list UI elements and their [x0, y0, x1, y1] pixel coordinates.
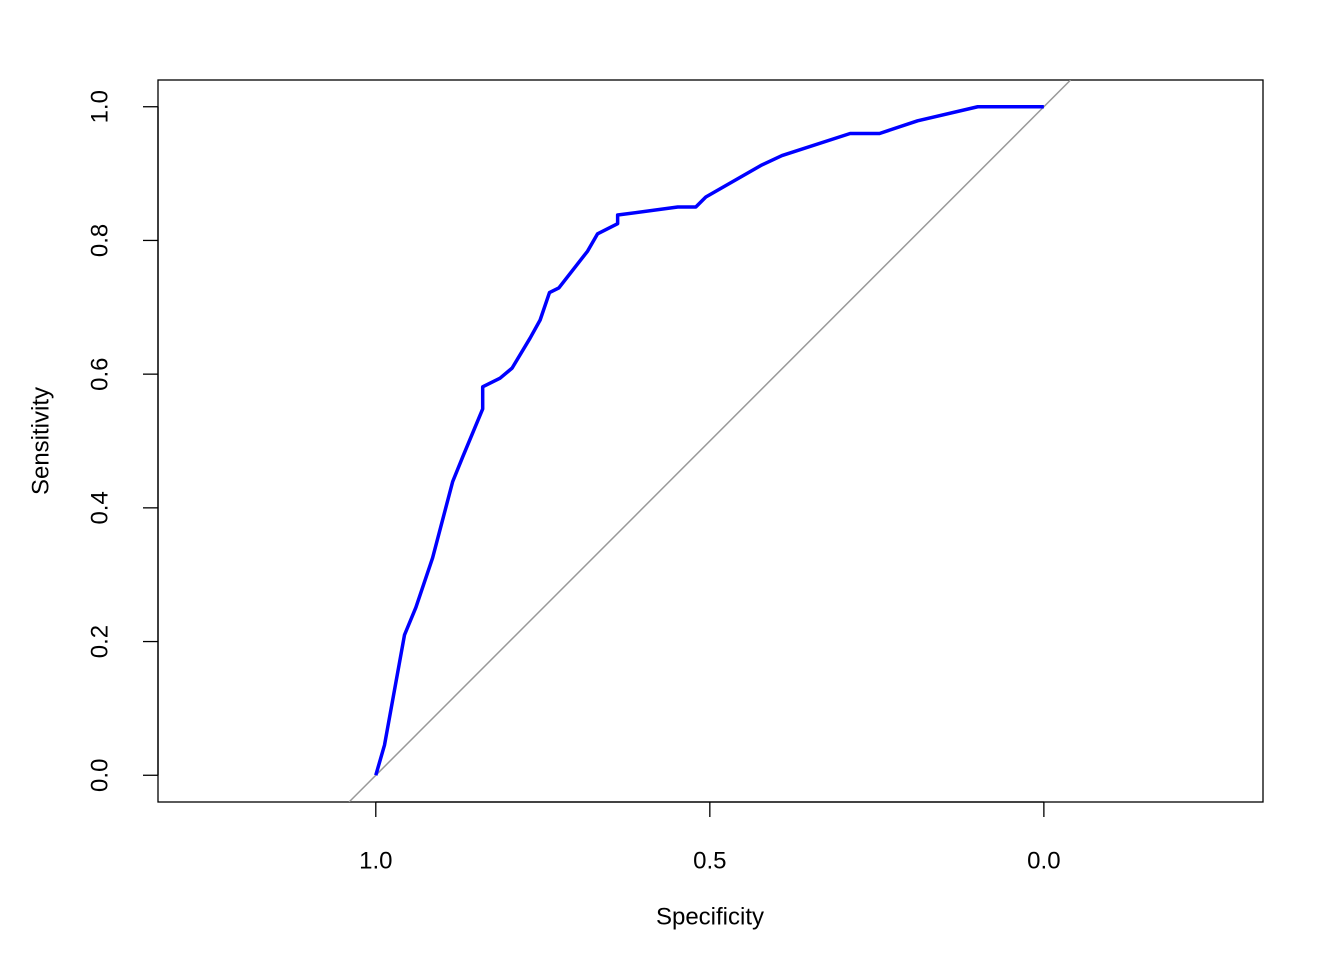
roc-curve	[374, 104, 1044, 776]
y-tick-label: 1.0	[86, 90, 113, 123]
y-tick-label: 0.2	[86, 625, 113, 658]
x-axis-label: Specificity	[656, 903, 764, 930]
y-tick-label: 0.0	[86, 759, 113, 792]
x-tick-label: 0.5	[693, 847, 726, 874]
reference-diagonal	[348, 80, 1072, 802]
y-tick-label: 0.6	[86, 357, 113, 390]
y-tick-label: 0.4	[86, 491, 113, 524]
x-tick-label: 1.0	[359, 847, 392, 874]
y-tick-label: 0.8	[86, 224, 113, 257]
x-tick-label: 0.0	[1027, 847, 1060, 874]
y-axis-label: Sensitivity	[27, 387, 54, 495]
